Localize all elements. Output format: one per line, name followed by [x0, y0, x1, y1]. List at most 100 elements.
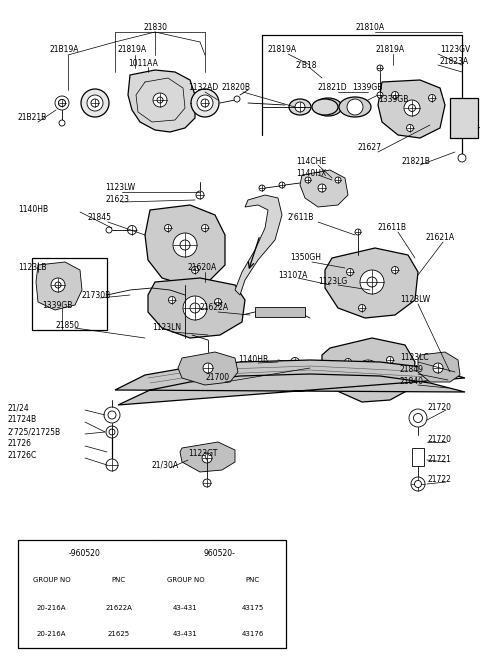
Circle shape: [259, 185, 265, 191]
Circle shape: [443, 367, 453, 377]
Text: PNC: PNC: [245, 578, 260, 583]
Text: 2'725/21725B: 2'725/21725B: [8, 428, 61, 436]
Text: 1123GV: 1123GV: [440, 45, 470, 55]
Text: 21810A: 21810A: [355, 24, 384, 32]
Text: 1123LG: 1123LG: [318, 277, 347, 286]
Text: 1123LW: 1123LW: [105, 183, 135, 193]
Circle shape: [429, 95, 435, 101]
Polygon shape: [36, 262, 82, 310]
Text: PNC: PNC: [111, 578, 126, 583]
Circle shape: [392, 267, 398, 273]
Bar: [18, 540, 286, 648]
Circle shape: [203, 363, 213, 373]
Polygon shape: [128, 70, 195, 132]
Text: 1123GT: 1123GT: [188, 449, 217, 457]
Circle shape: [59, 120, 65, 126]
Circle shape: [347, 99, 363, 115]
Text: 21720: 21720: [428, 403, 452, 413]
Text: 1339GB: 1339GB: [378, 95, 408, 104]
Circle shape: [108, 411, 116, 419]
Text: 20-216A: 20-216A: [37, 604, 66, 610]
Text: 1339GB: 1339GB: [352, 83, 383, 93]
Circle shape: [55, 96, 69, 110]
Polygon shape: [115, 360, 465, 405]
Circle shape: [51, 278, 65, 292]
Text: 21821D: 21821D: [318, 83, 348, 93]
Text: 21850: 21850: [55, 321, 79, 330]
Text: 21622A: 21622A: [200, 304, 229, 313]
Text: 21821B: 21821B: [402, 158, 431, 166]
Text: 21/30A: 21/30A: [152, 461, 179, 470]
Polygon shape: [325, 248, 418, 318]
Text: 21/24: 21/24: [8, 403, 30, 413]
Circle shape: [321, 100, 335, 114]
Circle shape: [409, 409, 427, 427]
Text: 21819A: 21819A: [268, 45, 297, 55]
Circle shape: [360, 270, 384, 294]
Circle shape: [355, 229, 361, 235]
Text: GROUP NO: GROUP NO: [33, 578, 70, 583]
Circle shape: [295, 102, 305, 112]
Text: 43-431: 43-431: [173, 631, 198, 637]
Ellipse shape: [312, 99, 338, 115]
Bar: [450, 98, 478, 138]
Circle shape: [359, 304, 365, 311]
Circle shape: [411, 477, 425, 491]
Circle shape: [392, 91, 398, 99]
Circle shape: [91, 99, 99, 107]
Text: 21819A: 21819A: [375, 45, 404, 55]
Text: 1140HX: 1140HX: [296, 168, 326, 177]
Circle shape: [180, 240, 190, 250]
Text: 21611B: 21611B: [378, 223, 407, 233]
Text: 21722: 21722: [428, 476, 452, 484]
Circle shape: [109, 429, 115, 435]
Text: 1140HB: 1140HB: [18, 206, 48, 214]
Text: 21720: 21720: [428, 436, 452, 445]
Polygon shape: [322, 338, 415, 402]
Circle shape: [345, 359, 351, 365]
Circle shape: [347, 269, 353, 275]
Text: 21B19A: 21B19A: [50, 45, 80, 55]
Circle shape: [407, 124, 413, 131]
Polygon shape: [300, 170, 348, 207]
Text: 21620A: 21620A: [188, 263, 217, 273]
Circle shape: [104, 407, 120, 423]
Bar: [412, 448, 424, 466]
Circle shape: [413, 413, 422, 422]
Circle shape: [157, 97, 163, 103]
Circle shape: [55, 282, 61, 288]
Text: 2'B18: 2'B18: [295, 60, 316, 70]
Polygon shape: [418, 352, 460, 382]
Text: 21621A: 21621A: [425, 233, 454, 242]
Text: 1339GB: 1339GB: [42, 300, 72, 309]
Text: 1123LC: 1123LC: [400, 353, 429, 363]
Ellipse shape: [339, 97, 371, 117]
Circle shape: [335, 177, 341, 183]
Polygon shape: [145, 205, 225, 285]
Text: 2'611B: 2'611B: [288, 214, 314, 223]
Circle shape: [202, 453, 212, 463]
Text: 1123LN: 1123LN: [152, 323, 181, 332]
Circle shape: [59, 99, 65, 106]
Circle shape: [168, 296, 176, 304]
Circle shape: [197, 95, 213, 111]
Text: 21627: 21627: [358, 143, 382, 152]
Circle shape: [415, 480, 421, 487]
Text: 21625: 21625: [108, 631, 130, 637]
Circle shape: [191, 89, 219, 117]
Circle shape: [305, 177, 311, 183]
Circle shape: [215, 298, 221, 306]
Text: 43176: 43176: [241, 631, 264, 637]
Text: 21830: 21830: [143, 24, 167, 32]
Circle shape: [202, 225, 208, 231]
Text: 1123LW: 1123LW: [400, 296, 430, 304]
Circle shape: [367, 277, 377, 287]
Text: 21823A: 21823A: [440, 58, 469, 66]
Text: 1132AD: 1132AD: [188, 83, 218, 93]
Circle shape: [106, 459, 118, 471]
Text: 21724B: 21724B: [8, 415, 37, 424]
Circle shape: [377, 92, 383, 98]
Ellipse shape: [289, 99, 311, 115]
Bar: [32, 258, 107, 330]
Text: 21845: 21845: [88, 214, 112, 223]
